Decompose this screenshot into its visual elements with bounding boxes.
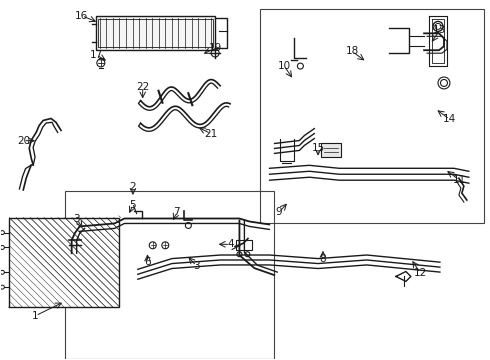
Text: 15: 15 <box>312 143 325 153</box>
Bar <box>96 16 215 50</box>
Text: 1: 1 <box>32 311 39 321</box>
Text: 21: 21 <box>204 129 218 139</box>
Bar <box>321 144 341 157</box>
Bar <box>98 19 213 47</box>
Text: 20: 20 <box>17 136 30 146</box>
Text: 7: 7 <box>173 207 180 217</box>
Bar <box>260 9 484 223</box>
Text: 8: 8 <box>319 253 326 264</box>
Text: 9: 9 <box>276 207 282 217</box>
Text: 11: 11 <box>453 175 466 185</box>
Text: 17: 17 <box>90 50 103 60</box>
Text: 19: 19 <box>209 43 222 53</box>
Text: 3: 3 <box>193 261 199 271</box>
Text: 5: 5 <box>130 200 136 210</box>
Bar <box>9 218 119 307</box>
Bar <box>65 191 274 359</box>
Text: 22: 22 <box>136 82 149 92</box>
Text: 4: 4 <box>227 239 234 249</box>
Text: 14: 14 <box>443 114 456 124</box>
Text: 13: 13 <box>433 25 446 35</box>
Text: 16: 16 <box>75 11 88 21</box>
Bar <box>237 240 252 250</box>
Text: 3: 3 <box>74 214 80 224</box>
Text: 6: 6 <box>144 257 151 267</box>
Text: 10: 10 <box>277 61 291 71</box>
Text: 2: 2 <box>130 182 136 192</box>
Text: 12: 12 <box>414 268 427 278</box>
Text: 18: 18 <box>345 46 359 57</box>
